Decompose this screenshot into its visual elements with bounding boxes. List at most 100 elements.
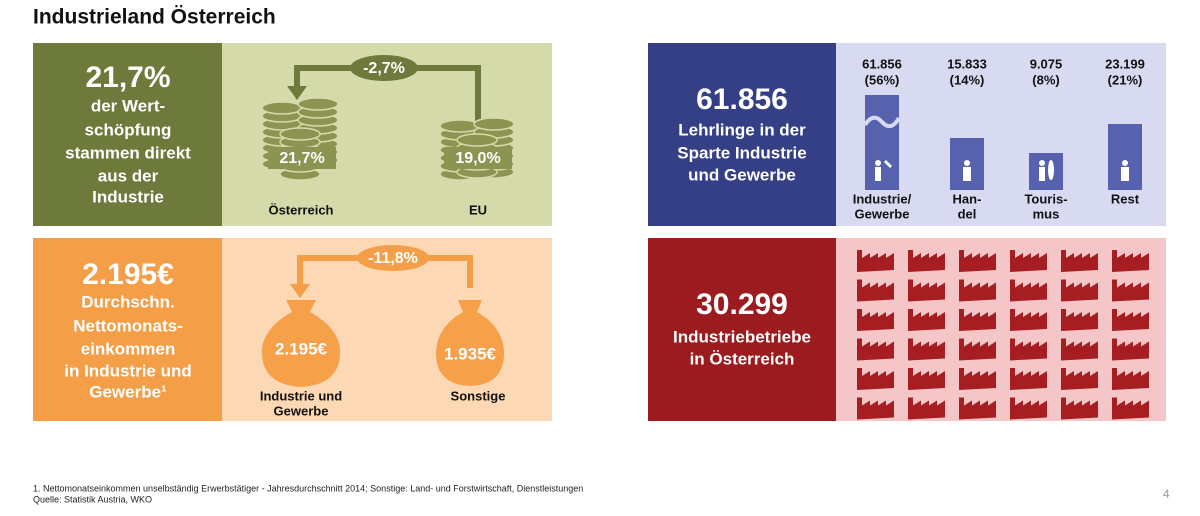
panel-key <box>33 43 222 226</box>
coin <box>456 133 498 147</box>
factory <box>1061 338 1098 361</box>
factory <box>1061 279 1098 302</box>
factory <box>857 309 894 331</box>
item-value: 19,0% <box>455 150 500 167</box>
panel-key <box>648 43 836 226</box>
item-label: Rest <box>1111 191 1140 206</box>
item-share: (21%) <box>1108 72 1143 87</box>
bar <box>865 95 899 190</box>
factory <box>1010 368 1047 390</box>
item-label: Gewerbe <box>855 206 910 221</box>
bar <box>1029 153 1063 190</box>
panel-key <box>648 238 836 421</box>
coin <box>279 127 321 141</box>
change-label: -2,7% <box>363 60 405 77</box>
axis-break <box>863 115 901 129</box>
footnote: 1. Nettomonatseinkommen unselbständig Er… <box>33 483 583 493</box>
factory <box>908 368 945 390</box>
description: Gewerbe¹ <box>89 382 167 401</box>
factory <box>959 250 996 272</box>
factory <box>908 338 945 361</box>
footnote: Quelle: Statistik Austria, WKO <box>33 494 152 504</box>
description: Sparte Industrie <box>677 143 806 162</box>
coin <box>473 117 515 131</box>
item-label: Gewerbe <box>274 403 329 418</box>
item-share: (8%) <box>1032 72 1059 87</box>
value-plate <box>444 147 512 169</box>
factory-icons <box>857 250 1149 420</box>
change-badge <box>357 245 429 271</box>
factory <box>908 309 945 331</box>
description: in Industrie und <box>64 361 192 380</box>
item-value: 1.935€ <box>444 344 497 363</box>
factory <box>1112 250 1149 272</box>
item-label: mus <box>1033 206 1060 221</box>
description: aus der <box>98 166 159 185</box>
page-title: Industrieland Österreich <box>33 6 276 29</box>
item-label: Touris- <box>1024 191 1067 206</box>
headline: 21,7% <box>85 61 170 94</box>
factory <box>959 309 996 331</box>
item-value: 21,7% <box>279 150 324 167</box>
item-value: 15.833 <box>947 56 987 71</box>
factory <box>1061 250 1098 272</box>
description: Industrie <box>92 187 164 206</box>
headline: 30.299 <box>696 288 788 321</box>
description: stammen direkt <box>65 143 191 162</box>
description: Nettomonats- <box>73 316 183 335</box>
item-label: Österreich <box>268 202 333 217</box>
arrow-head <box>287 86 307 100</box>
description: der Wert- <box>91 96 165 115</box>
item-label: EU <box>469 202 487 217</box>
headline: 2.195€ <box>82 258 174 291</box>
factory <box>959 338 996 361</box>
item-label: Industrie/ <box>853 191 912 206</box>
factory <box>1010 338 1047 361</box>
coin <box>261 101 303 115</box>
item-value: 9.075 <box>1030 56 1063 71</box>
arrow-head <box>290 284 310 298</box>
factory <box>1112 397 1149 420</box>
item-label: Industrie und <box>260 388 342 403</box>
description: Lehrlinge in der <box>678 120 806 139</box>
item-share: (56%) <box>865 72 900 87</box>
factory <box>1061 368 1098 390</box>
value-plate <box>268 147 336 169</box>
factory <box>1112 309 1149 331</box>
item-value: 61.856 <box>862 56 902 71</box>
description: einkommen <box>81 339 175 358</box>
factory <box>1061 309 1098 331</box>
factory <box>959 279 996 302</box>
factory <box>857 338 894 361</box>
item-share: (14%) <box>950 72 985 87</box>
factory <box>908 397 945 420</box>
money-bag <box>261 300 341 387</box>
factory <box>1112 368 1149 390</box>
item-value: 2.195€ <box>275 339 328 358</box>
description: und Gewerbe <box>688 165 796 184</box>
description: Durchschn. <box>81 292 175 311</box>
item-value: 23.199 <box>1105 56 1145 71</box>
factory <box>908 279 945 302</box>
page-number: 4 <box>1163 487 1170 501</box>
factory <box>857 397 894 420</box>
factory <box>959 368 996 390</box>
factory <box>959 397 996 420</box>
panel-key <box>33 238 222 421</box>
item-label: Sonstige <box>451 388 506 403</box>
factory <box>857 368 894 390</box>
item-label: del <box>958 206 977 221</box>
factory <box>857 250 894 272</box>
description: Industriebetriebe <box>673 327 811 346</box>
coin <box>297 97 339 111</box>
description: schöpfung <box>85 120 172 139</box>
description: in Österreich <box>690 349 795 368</box>
factory <box>1112 338 1149 361</box>
change-label: -11,8% <box>368 250 418 267</box>
money-bag <box>435 300 505 386</box>
headline: 61.856 <box>696 83 788 116</box>
factory <box>908 250 945 272</box>
factory <box>1010 250 1047 272</box>
change-badge <box>350 55 418 81</box>
